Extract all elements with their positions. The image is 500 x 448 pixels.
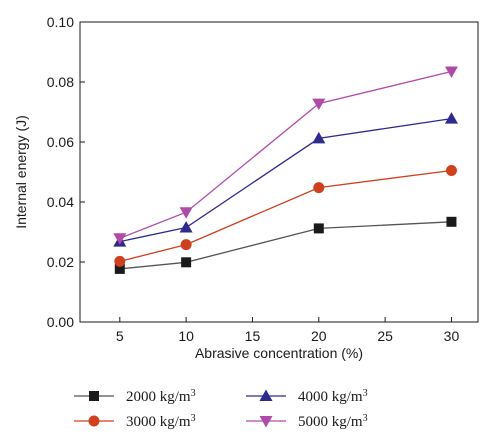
series-line bbox=[119, 117, 452, 243]
y-tick-label: 0.10 bbox=[47, 14, 74, 30]
data-point bbox=[444, 112, 458, 124]
legend-item: 2000 kg/m3 bbox=[74, 388, 196, 406]
series-4 bbox=[113, 66, 458, 245]
legend-marker bbox=[88, 415, 100, 427]
y-axis-ticks: 0.00 0.02 0.04 0.06 0.08 0.10 bbox=[47, 14, 85, 330]
axes bbox=[79, 21, 479, 323]
data-point bbox=[312, 98, 326, 111]
legend-label: 4000 kg/m3 bbox=[298, 388, 368, 406]
x-tick-label: 10 bbox=[178, 328, 194, 344]
legend-marker bbox=[259, 416, 273, 428]
legend-item: 5000 kg/m3 bbox=[246, 413, 368, 431]
data-point bbox=[180, 239, 192, 251]
y-tick-label: 0.04 bbox=[47, 194, 74, 210]
x-tick-label: 20 bbox=[311, 328, 327, 344]
legend-label: 5000 kg/m3 bbox=[298, 413, 368, 431]
legend-item: 4000 kg/m3 bbox=[246, 388, 368, 406]
plot-frame bbox=[79, 21, 479, 323]
series-lines bbox=[113, 66, 458, 274]
data-point bbox=[113, 233, 127, 245]
data-point bbox=[445, 165, 457, 176]
x-axis-ticks: 5 10 15 20 25 30 bbox=[116, 317, 460, 344]
series-3 bbox=[113, 112, 458, 247]
data-point bbox=[313, 223, 324, 234]
legend-item: 3000 kg/m3 bbox=[74, 413, 196, 431]
x-tick-label: 25 bbox=[377, 328, 393, 344]
data-point bbox=[181, 257, 192, 268]
legend: 2000 kg/m3 3000 kg/m3 4000 kg/m3 5000 kg/m3 bbox=[74, 388, 368, 431]
x-tick-label: 15 bbox=[245, 328, 261, 344]
data-point bbox=[444, 66, 458, 78]
y-tick-label: 0.06 bbox=[47, 134, 74, 150]
series-2 bbox=[114, 165, 457, 267]
x-tick-label: 30 bbox=[444, 328, 460, 344]
series-line bbox=[119, 221, 452, 270]
legend-marker bbox=[89, 391, 99, 401]
y-tick-label: 0.02 bbox=[47, 254, 74, 270]
series-1 bbox=[114, 216, 457, 274]
series-line bbox=[119, 70, 452, 239]
data-point bbox=[114, 263, 125, 274]
series-line bbox=[119, 169, 452, 263]
x-axis-title: Abrasive concentration (%) bbox=[195, 345, 363, 361]
data-point bbox=[114, 255, 126, 267]
y-tick-label: 0.08 bbox=[47, 74, 74, 90]
y-tick-label: 0.00 bbox=[47, 314, 74, 330]
legend-label: 3000 kg/m3 bbox=[126, 413, 196, 431]
data-point bbox=[179, 207, 193, 219]
data-point bbox=[313, 182, 325, 194]
data-point bbox=[179, 221, 193, 233]
legend-marker bbox=[259, 389, 273, 401]
legend-label: 2000 kg/m3 bbox=[126, 388, 196, 406]
y-axis-title: Internal energy (J) bbox=[13, 115, 29, 229]
x-tick-label: 5 bbox=[116, 328, 124, 344]
data-point bbox=[446, 216, 457, 227]
data-point bbox=[312, 131, 326, 144]
